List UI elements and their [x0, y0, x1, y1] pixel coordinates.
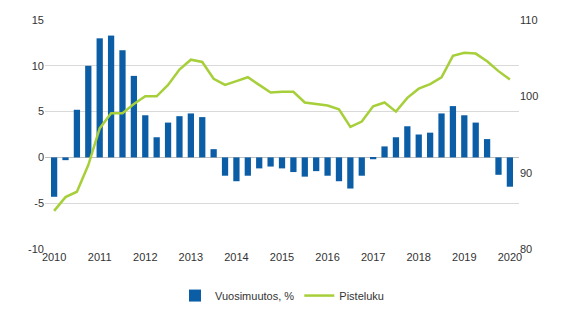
svg-text:2014: 2014 [224, 251, 248, 263]
svg-text:2019: 2019 [452, 251, 476, 263]
svg-text:2011: 2011 [88, 251, 112, 263]
svg-text:2017: 2017 [361, 251, 385, 263]
svg-text:2012: 2012 [133, 251, 157, 263]
svg-text:2020: 2020 [498, 251, 522, 263]
svg-text:-10: -10 [28, 243, 44, 255]
svg-text:2016: 2016 [315, 251, 339, 263]
svg-text:100: 100 [520, 90, 538, 102]
svg-text:15: 15 [32, 14, 44, 26]
svg-text:0: 0 [38, 151, 44, 163]
svg-text:-5: -5 [34, 197, 44, 209]
svg-text:2015: 2015 [270, 251, 294, 263]
svg-text:10: 10 [32, 60, 44, 72]
svg-text:110: 110 [520, 14, 538, 26]
svg-text:Pisteluku: Pisteluku [339, 290, 384, 302]
svg-text:2018: 2018 [406, 251, 430, 263]
svg-text:2010: 2010 [42, 251, 66, 263]
svg-text:80: 80 [520, 243, 532, 255]
svg-text:Vuosimuutos, %: Vuosimuutos, % [215, 290, 294, 302]
svg-text:2013: 2013 [179, 251, 203, 263]
svg-text:5: 5 [38, 105, 44, 117]
svg-text:90: 90 [520, 167, 532, 179]
